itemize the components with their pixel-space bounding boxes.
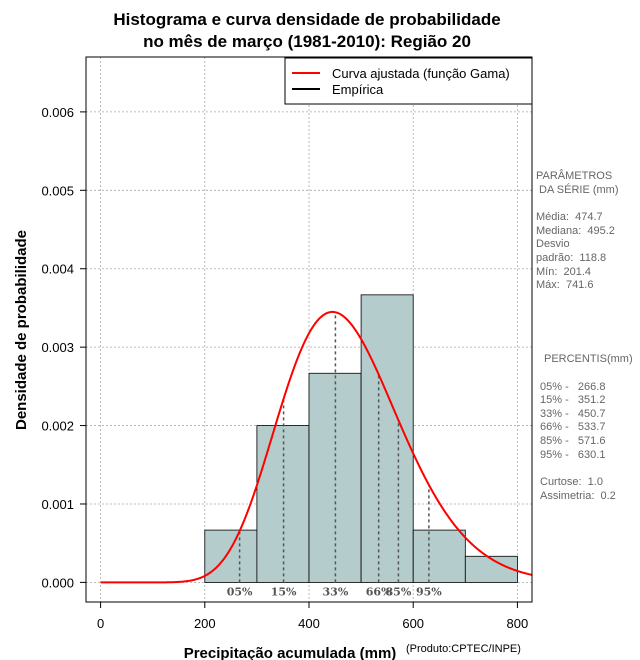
assimetria: Assimetria: 0.2 xyxy=(540,489,616,502)
y-axis: 0.000 0.001 0.002 0.003 0.004 0.005 0.006 xyxy=(41,105,86,590)
params-title-2: DA SÉRIE (mm) xyxy=(536,183,619,196)
histogram-bar-3 xyxy=(360,294,414,583)
y-tick-label-5: 0.005 xyxy=(41,183,74,198)
percentil-15: 15% - 351.2 xyxy=(540,394,606,407)
legend-box xyxy=(284,57,533,105)
curve-layer xyxy=(100,310,533,584)
histogram-bar-4 xyxy=(412,529,466,583)
y-tick-label-6: 0.006 xyxy=(41,105,74,120)
y-tick-label-2: 0.002 xyxy=(41,419,74,434)
param-mediana: Mediana: 495.2 xyxy=(536,224,615,237)
x-axis: 0 200 400 600 800 xyxy=(97,602,528,631)
percentil-95: 95% - 630.1 xyxy=(540,448,606,461)
histogram-bar-0 xyxy=(204,529,258,583)
param-max: Máx: 741.6 xyxy=(536,279,594,292)
params-panel: PARÂMETROS DA SÉRIE (mm) Média: 474.7 Me… xyxy=(536,170,619,293)
percentile-label-85%: 85% xyxy=(386,585,412,598)
percentis-panel: PERCENTIS(mm) 05% - 266.8 15% - 351.2 33… xyxy=(540,353,633,503)
param-desvio-padrao: padrão: 118.8 xyxy=(536,251,607,264)
param-media: Média: 474.7 xyxy=(536,211,603,224)
percentil-66: 66% - 533.7 xyxy=(540,421,606,434)
source-note: (Produto:CPTEC/INPE) xyxy=(406,643,521,655)
legend-label-gamma: Curva ajustada (função Gama) xyxy=(332,66,510,81)
param-min: Mín: 201.4 xyxy=(536,265,592,278)
x-tick-label-1: 200 xyxy=(194,616,216,631)
y-tick-label-0: 0.000 xyxy=(41,575,74,590)
y-tick-label-4: 0.004 xyxy=(41,262,74,277)
percentil-85: 85% - 571.6 xyxy=(540,434,606,447)
percentil-33: 33% - 450.7 xyxy=(540,407,606,420)
histogram-bar-5 xyxy=(464,555,518,583)
param-desvio: Desvio xyxy=(536,238,570,251)
x-tick-label-3: 600 xyxy=(402,616,424,631)
x-tick-label-4: 800 xyxy=(507,616,529,631)
percentile-label-95%: 95% xyxy=(416,585,442,598)
bars-layer xyxy=(204,294,518,583)
percentis-title: PERCENTIS(mm) xyxy=(544,353,633,365)
legend-label-empirica: Empírica xyxy=(332,82,384,97)
chart-title-line-2: no mês de março (1981-2010): Região 20 xyxy=(143,32,471,51)
x-tick-label-2: 400 xyxy=(298,616,320,631)
percentile-label-66%: 66% xyxy=(366,585,392,598)
gamma-curve xyxy=(100,310,533,584)
x-tick-label-0: 0 xyxy=(97,616,104,631)
x-axis-label: Precipitação acumulada (mm) xyxy=(184,645,397,660)
percentil-05: 05% - 266.8 xyxy=(540,380,606,393)
y-tick-label-1: 0.001 xyxy=(41,497,74,512)
curtose: Curtose: 1.0 xyxy=(540,476,603,489)
percentile-label-33%: 33% xyxy=(323,585,349,598)
legend: Curva ajustada (função Gama) Empírica xyxy=(284,57,533,105)
y-axis-label: Densidade de probabilidade xyxy=(13,230,30,430)
params-title-1: PARÂMETROS xyxy=(536,170,613,182)
chart-title-line-1: Histograma e curva densidade de probabil… xyxy=(113,10,500,29)
y-tick-label-3: 0.003 xyxy=(41,340,74,355)
percentile-lines-layer: 05% 15% 33% 66%85% 95% xyxy=(227,312,442,598)
percentile-label-05%: 05% xyxy=(227,585,253,598)
percentile-label-15%: 15% xyxy=(271,585,297,598)
